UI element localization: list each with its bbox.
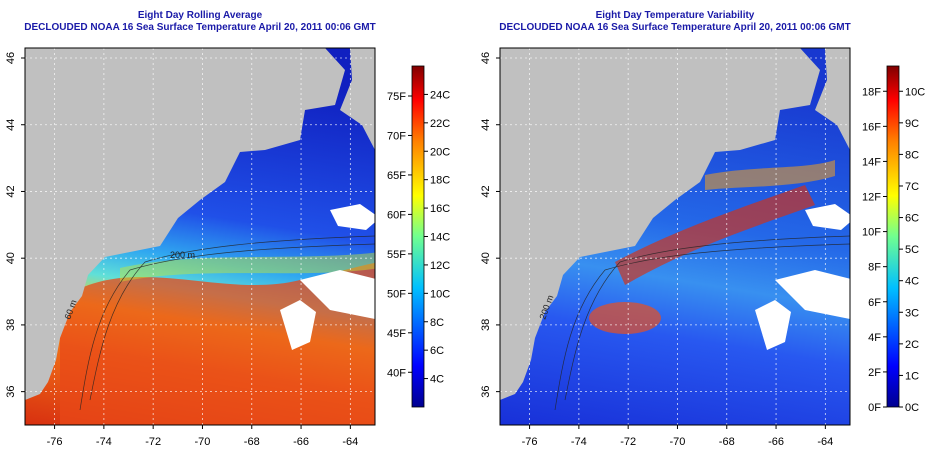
- contour-label: 200 m: [170, 250, 195, 260]
- colorbar-label-f: 65F: [387, 170, 406, 182]
- map-frame: [24, 47, 376, 426]
- colorbar-label-f: 45F: [387, 328, 406, 340]
- colorbar-label-f: 50F: [387, 288, 406, 300]
- high-variability-eddy: [589, 302, 661, 334]
- map-subtitle: DECLOUDED NOAA 16 Sea Surface Temperatur…: [499, 22, 851, 33]
- colorbar: [886, 65, 900, 408]
- colorbar-label-c: 24C: [430, 89, 450, 101]
- y-tick-label: 44: [480, 119, 492, 131]
- y-tick-label: 38: [5, 319, 17, 331]
- high-variability-band: [615, 185, 815, 285]
- x-tick-label: -74: [96, 436, 112, 448]
- y-tick-label: 38: [480, 319, 492, 331]
- colorbar-label-f: 60F: [387, 209, 406, 221]
- colorbar-label-c: 6C: [905, 213, 919, 225]
- colorbar-label-c: 5C: [905, 244, 919, 256]
- y-tick-label: 46: [480, 52, 492, 64]
- sst-average-map-panel: Eight Day Rolling Average DECLOUDED NOAA…: [5, 10, 450, 448]
- colorbar-label-c: 9C: [905, 118, 919, 130]
- x-tick-label: -64: [817, 436, 833, 448]
- sst-variability-map: 200 m -76 -74 -72 -70 -68 -66 -64 36 38 40 42 44 46 0C…: [480, 47, 925, 448]
- y-tick-label: 40: [480, 252, 492, 264]
- colorbar-label-c: 8C: [430, 317, 444, 329]
- cloud-patch: [330, 204, 375, 230]
- map-area: 200 m: [500, 48, 850, 425]
- x-tick-label: -68: [719, 436, 735, 448]
- x-tick-label: -64: [342, 436, 358, 448]
- colorbar-label-f: 12F: [862, 192, 881, 204]
- colorbar-label-f: 4F: [868, 332, 881, 344]
- cloud-patch: [805, 204, 850, 230]
- map-subtitle: DECLOUDED NOAA 16 Sea Surface Temperatur…: [24, 22, 376, 33]
- colorbar-label-c: 12C: [430, 260, 450, 272]
- colorbar-label-f: 55F: [387, 249, 406, 261]
- colorbar-label-c: 7C: [905, 181, 919, 193]
- front: [705, 160, 835, 190]
- front: [120, 252, 375, 282]
- y-tick-label: 42: [5, 185, 17, 197]
- colorbar-label-c: 6C: [430, 345, 444, 357]
- colorbar-label-f: 75F: [387, 91, 406, 103]
- x-tick-label: -70: [670, 436, 686, 448]
- map-title: Eight Day Temperature Variability: [595, 10, 755, 21]
- colorbar-label-c: 2C: [905, 339, 919, 351]
- colorbar-label-f: 2F: [868, 367, 881, 379]
- contour-60m: [554, 243, 850, 411]
- y-tick-label: 46: [5, 52, 17, 64]
- colorbar-label-f: 6F: [868, 297, 881, 309]
- colorbar-label-c: 3C: [905, 307, 919, 319]
- land-us-coast: [25, 48, 345, 400]
- x-tick-label: -66: [293, 436, 309, 448]
- colorbar-label-f: 10F: [862, 227, 881, 239]
- colorbar-label-f: 18F: [862, 86, 881, 98]
- colorbar-label-c: 8C: [905, 149, 919, 161]
- contour-60m: [79, 243, 375, 411]
- map-frame: [499, 47, 851, 426]
- cloud-patch: [280, 300, 316, 350]
- colorbar-label-c: 16C: [430, 203, 450, 215]
- colorbar-label-c: 18C: [430, 175, 450, 187]
- colorbar-label-f: 16F: [862, 121, 881, 133]
- x-tick-label: -76: [47, 436, 63, 448]
- colorbar-label-c: 20C: [430, 146, 450, 158]
- sst-variability-map-panel: Eight Day Temperature Variability DECLOU…: [475, 0, 950, 475]
- map-title: Eight Day Rolling Average: [137, 10, 263, 21]
- x-tick-label: -72: [145, 436, 161, 448]
- x-tick-label: -68: [244, 436, 260, 448]
- y-tick-label: 44: [5, 119, 17, 131]
- colorbar-label-c: 10C: [905, 86, 925, 98]
- colorbar-label-f: 8F: [868, 262, 881, 274]
- colorbar-label-c: 22C: [430, 118, 450, 130]
- cloud-patch: [300, 270, 375, 319]
- x-tick-label: -66: [768, 436, 784, 448]
- y-tick-label: 40: [5, 252, 17, 264]
- colorbar-label-c: 0C: [905, 402, 919, 414]
- colorbar-label-f: 70F: [387, 130, 406, 142]
- x-tick-label: -70: [195, 436, 211, 448]
- colorbar-label-c: 4C: [905, 276, 919, 288]
- x-tick-label: -76: [522, 436, 538, 448]
- contour-200m: [89, 235, 375, 401]
- y-tick-label: 36: [480, 386, 492, 398]
- contour-200m: [564, 235, 850, 401]
- colorbar-label-c: 1C: [905, 370, 919, 382]
- colorbar-label-c: 14C: [430, 232, 450, 244]
- x-tick-label: -72: [620, 436, 636, 448]
- colorbar-label-f: 14F: [862, 156, 881, 168]
- y-tick-label: 36: [5, 386, 17, 398]
- cloud-patch: [755, 300, 791, 350]
- x-tick-label: -74: [571, 436, 587, 448]
- y-tick-label: 42: [480, 185, 492, 197]
- land-us-coast: [500, 48, 820, 400]
- colorbar: [411, 65, 425, 408]
- cloud-patch: [775, 270, 850, 319]
- colorbar-label-f: 40F: [387, 367, 406, 379]
- colorbar-label-c: 4C: [430, 374, 444, 386]
- colorbar-label-c: 10C: [430, 288, 450, 300]
- colorbar-label-f: 0F: [868, 402, 881, 414]
